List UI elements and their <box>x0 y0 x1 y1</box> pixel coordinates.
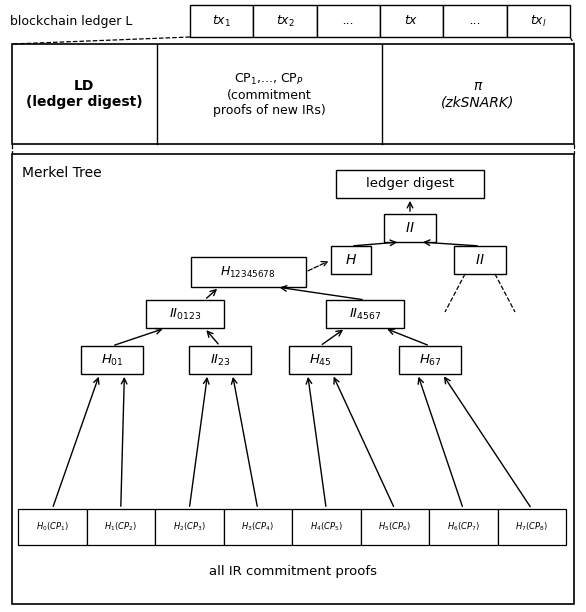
Bar <box>155 509 223 545</box>
Bar <box>380 5 444 37</box>
Text: $II_{4567}$: $II_{4567}$ <box>349 307 381 321</box>
Bar <box>429 509 498 545</box>
Text: LD
(ledger digest): LD (ledger digest) <box>26 79 142 109</box>
Text: blockchain ledger L: blockchain ledger L <box>10 15 132 28</box>
Text: $\pi$
(zkSNARK): $\pi$ (zkSNARK) <box>441 79 515 109</box>
Bar <box>498 509 566 545</box>
Bar <box>253 5 316 37</box>
Bar <box>12 44 574 144</box>
Text: $II_{0123}$: $II_{0123}$ <box>169 307 202 321</box>
Text: $H_2(CP_3)$: $H_2(CP_3)$ <box>173 521 206 533</box>
Text: CP$_1$,..., CP$_P$
(commitment
proofs of new IRs): CP$_1$,..., CP$_P$ (commitment proofs of… <box>213 72 325 116</box>
Text: $H_{01}$: $H_{01}$ <box>101 353 124 368</box>
Text: ...: ... <box>469 15 481 28</box>
Bar <box>189 346 251 374</box>
Text: $H_1(CP_2)$: $H_1(CP_2)$ <box>104 521 137 533</box>
Text: Merkel Tree: Merkel Tree <box>22 166 101 180</box>
Bar <box>87 509 155 545</box>
Text: $tx_l$: $tx_l$ <box>530 13 547 29</box>
Text: ledger digest: ledger digest <box>366 177 454 190</box>
Text: $tx$: $tx$ <box>404 15 419 28</box>
Text: $H_4(CP_5)$: $H_4(CP_5)$ <box>310 521 343 533</box>
Text: $tx_1$: $tx_1$ <box>212 13 231 29</box>
Text: ...: ... <box>342 15 355 28</box>
Bar <box>360 509 429 545</box>
Text: $II$: $II$ <box>405 221 415 235</box>
Text: $H_0(CP_1)$: $H_0(CP_1)$ <box>36 521 69 533</box>
Text: $H$: $H$ <box>345 253 357 267</box>
Text: $H_6(CP_7)$: $H_6(CP_7)$ <box>447 521 480 533</box>
Bar <box>336 170 484 198</box>
Text: $H_5(CP_6)$: $H_5(CP_6)$ <box>379 521 411 533</box>
Text: $H_3(CP_4)$: $H_3(CP_4)$ <box>241 521 274 533</box>
Bar <box>190 257 305 287</box>
Text: all IR commitment proofs: all IR commitment proofs <box>209 565 377 578</box>
Bar <box>292 509 360 545</box>
Bar <box>12 154 574 604</box>
Bar <box>454 246 506 274</box>
Bar <box>18 509 87 545</box>
Bar <box>146 300 224 328</box>
Text: $H_7(CP_8)$: $H_7(CP_8)$ <box>515 521 548 533</box>
Bar <box>223 509 292 545</box>
Bar <box>384 214 436 242</box>
Bar <box>326 300 404 328</box>
Bar <box>507 5 570 37</box>
Text: $tx_2$: $tx_2$ <box>275 13 294 29</box>
Bar <box>190 5 253 37</box>
Bar <box>81 346 143 374</box>
Bar <box>316 5 380 37</box>
Text: $II_{23}$: $II_{23}$ <box>210 353 230 368</box>
Text: $II$: $II$ <box>475 253 485 267</box>
Text: $H_{67}$: $H_{67}$ <box>418 353 441 368</box>
Text: $H_{12345678}$: $H_{12345678}$ <box>220 264 275 280</box>
Bar <box>444 5 507 37</box>
Bar <box>399 346 461 374</box>
Bar <box>331 246 371 274</box>
Bar <box>289 346 351 374</box>
Text: $H_{45}$: $H_{45}$ <box>309 353 332 368</box>
